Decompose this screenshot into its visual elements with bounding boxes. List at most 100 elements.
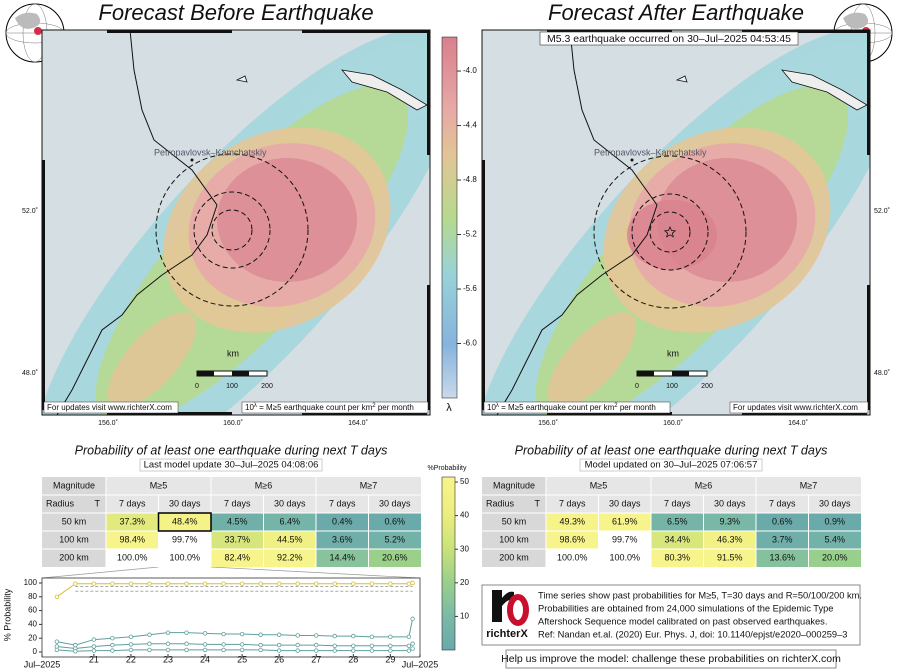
series-marker: [388, 643, 393, 648]
header-cell: M≥5: [590, 480, 607, 490]
probability-label: 5.4%: [824, 534, 845, 544]
probability-label: 98.4%: [119, 534, 145, 544]
series-marker: [258, 632, 263, 637]
probability-cell: [106, 513, 159, 531]
city-dot: [190, 158, 194, 162]
subheader-cell: Radius: [46, 498, 75, 508]
series-marker: [388, 581, 393, 586]
series-marker: [388, 648, 393, 653]
prob-colorbar-tick-label: 50: [460, 477, 469, 486]
frame-tick: [867, 30, 870, 155]
probability-label: 44.5%: [277, 534, 303, 544]
series-marker: [184, 581, 189, 586]
colorbar-tick-label: -5.2: [463, 230, 477, 239]
x-tick-label: 21: [89, 654, 99, 664]
series-marker: [276, 581, 282, 586]
probability-cell: [703, 513, 756, 531]
section-title: Probability of at least one earthquake d…: [75, 443, 388, 457]
update-box: [139, 458, 323, 472]
probability-cell: [546, 549, 599, 567]
frame-tick: [742, 412, 867, 415]
subheader-cell: 7 days: [769, 498, 796, 508]
probability-label: 91.5%: [717, 552, 743, 562]
legend-note-part: = M≥5 earthquake count per km: [499, 403, 615, 412]
lon-label: 164.0˚: [788, 419, 808, 427]
island: [235, 75, 248, 83]
colorbar-tick-label: -5.6: [463, 284, 477, 293]
frame-tick: [547, 30, 672, 33]
series-marker: [54, 594, 60, 599]
series-marker: [332, 633, 337, 639]
series-marker: [351, 581, 356, 586]
colorbar-tick-label: -4.0: [463, 66, 477, 75]
footer-box: [505, 649, 837, 669]
probability-label: 100.0%: [557, 552, 588, 562]
frame-tick: [482, 160, 485, 285]
prob-colorbar-tick-label: 30: [460, 544, 469, 553]
probability-cell: [756, 513, 809, 531]
series-marker: [314, 648, 319, 653]
series-marker: [314, 633, 319, 638]
series-marker: [147, 581, 152, 586]
radius-cell: 100 km: [499, 534, 529, 544]
series-marker: [110, 636, 115, 641]
lon-label: 156.0˚: [98, 419, 118, 427]
footer: Help us improve the model: challenge the…: [501, 653, 841, 665]
lat-label: 52.0˚: [22, 207, 38, 215]
note-box: [43, 401, 179, 414]
series-marker: [110, 581, 115, 586]
probability-cell: [316, 531, 369, 549]
series-marker: [410, 580, 415, 586]
series-marker: [258, 642, 263, 648]
probability-label: 5.2%: [384, 534, 405, 544]
radius-circle: [193, 191, 271, 269]
series-marker: [184, 647, 189, 653]
probability-label: 20.6%: [382, 552, 408, 562]
probability-label: 37.3%: [119, 516, 145, 526]
series-marker: [276, 642, 282, 648]
series-marker: [406, 634, 412, 640]
map: Petropavlovsk–Kamchatskiy km 0 100 200 156.0˚…: [481, 29, 890, 427]
series-marker: [351, 643, 356, 648]
header-cell: M≥6: [695, 480, 712, 490]
x-tick-label: 24: [200, 654, 210, 664]
probability-label: 20.0%: [822, 552, 848, 562]
subheader-cell: T: [535, 498, 541, 508]
radius-cell: 50 km: [502, 516, 527, 526]
probability-cell: [808, 531, 861, 549]
scale-unit: km: [667, 348, 679, 358]
subheader-cell: T: [95, 498, 101, 508]
section-title: Probability of at least one earthquake d…: [515, 443, 828, 457]
radius-circle: [155, 153, 309, 307]
y-tick-label: 20: [28, 633, 37, 642]
y-axis-label: % Probability: [2, 588, 12, 641]
frame-tick: [742, 30, 867, 33]
probability-label: 49.3%: [559, 516, 585, 526]
probability-cell: [368, 513, 421, 531]
header-cell: M≥7: [360, 480, 377, 490]
series-marker: [314, 581, 319, 586]
frame-tick: [42, 160, 45, 285]
probability-cell: [316, 549, 369, 567]
legend-note-part: per month: [618, 403, 656, 412]
intensity-region: [547, 312, 637, 408]
map: Petropavlovsk–Kamchatskiy km 0 100 200 156.0˚…: [22, 29, 431, 427]
subheader-cell: 30 days: [379, 498, 411, 508]
series-marker: [295, 648, 300, 653]
probability-cell: [368, 549, 421, 567]
plot-frame: [41, 577, 421, 658]
series-marker: [410, 616, 415, 622]
series-marker: [332, 643, 337, 648]
probability-cell: [756, 531, 809, 549]
probability-label: 0.9%: [824, 516, 845, 526]
series-marker: [128, 634, 134, 640]
probability-label: 92.2%: [277, 552, 303, 562]
header-cell: Magnitude: [53, 480, 95, 490]
series-marker: [351, 633, 356, 639]
series-marker: [165, 647, 171, 653]
probability-label: 100.0%: [117, 552, 148, 562]
subheader-cell: Radius: [486, 498, 515, 508]
probability-label: 34.4%: [664, 534, 690, 544]
update-note: For updates visit www.richterX.com: [733, 403, 858, 412]
scale-label: 0: [195, 383, 199, 390]
